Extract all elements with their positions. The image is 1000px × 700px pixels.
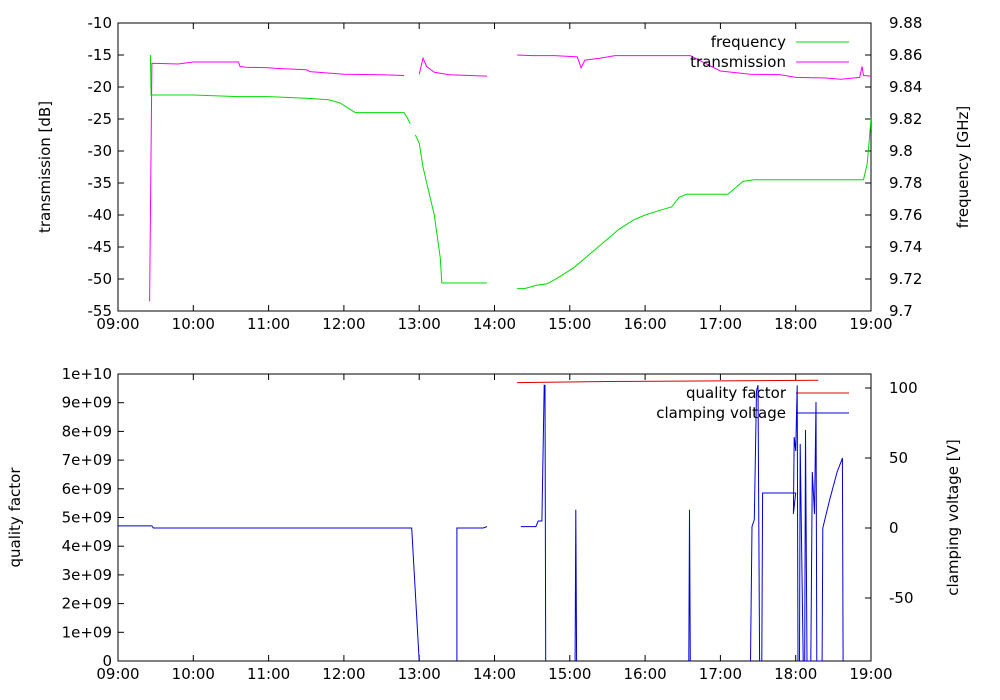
y2-tick-label: 9.74 xyxy=(889,238,922,256)
x-tick-label: 10:00 xyxy=(172,665,215,683)
bottom-chart: 09:00 10:00 11:00 12:00 13:00 14:00 15:00 16:00… xyxy=(6,365,962,683)
series-line-transmission xyxy=(149,61,405,302)
x-tick-label: 10:00 xyxy=(172,315,215,333)
legend-label: clamping voltage xyxy=(656,404,786,422)
y2-tick-label: 9.76 xyxy=(889,206,922,224)
y2-tick-label: 9.72 xyxy=(889,270,922,288)
x-tick-label: 17:00 xyxy=(699,665,742,683)
y-tick-label: 9e+09 xyxy=(62,394,112,412)
legend-label: transmission xyxy=(690,53,786,71)
x-tick-label: 11:00 xyxy=(247,315,290,333)
y-tick-label: 0 xyxy=(102,652,112,670)
y2-tick-label: -50 xyxy=(889,589,914,607)
series-line-clamping-voltage xyxy=(456,526,488,661)
y-tick-label: -55 xyxy=(88,302,113,320)
x-tick-label: 16:00 xyxy=(623,665,666,683)
y-tick-label: -35 xyxy=(88,174,113,192)
y-tick-label: -20 xyxy=(88,78,113,96)
x-tick-label: 15:00 xyxy=(548,665,591,683)
y-tick-label: 8e+09 xyxy=(62,422,112,440)
x-tick-label: 12:00 xyxy=(322,665,365,683)
x-tick-label: 13:00 xyxy=(398,665,441,683)
series-clamping-voltage xyxy=(118,384,844,661)
x-tick-label: 15:00 xyxy=(548,315,591,333)
x-tick-label: 09:00 xyxy=(96,315,139,333)
legend-label: frequency xyxy=(711,33,786,51)
x-tick-label: 19:00 xyxy=(849,665,892,683)
x-tick-label: 14:00 xyxy=(473,665,516,683)
y-tick-label: -30 xyxy=(88,142,113,160)
y-tick-label: 1e+09 xyxy=(62,623,112,641)
y2-tick-label: 9.7 xyxy=(889,302,913,320)
series-transmission xyxy=(149,54,871,302)
series-line-clamping-voltage xyxy=(520,384,547,661)
y-tick-label: 4e+09 xyxy=(62,537,112,555)
y-tick-label: -45 xyxy=(88,238,113,256)
y-tick-label: -40 xyxy=(88,206,113,224)
series-line-quality-factor xyxy=(517,379,819,384)
y-tick-label: -10 xyxy=(88,14,113,32)
x-tick-label: 09:00 xyxy=(96,665,139,683)
y-tick-label: -15 xyxy=(88,46,113,64)
y2-tick-label: 0 xyxy=(889,519,899,537)
series-line-clamping-voltage xyxy=(574,509,578,661)
y2-tick-label: 9.88 xyxy=(889,14,922,32)
y-tick-label: -50 xyxy=(88,270,113,288)
y2-axis-label: clamping voltage [V] xyxy=(944,439,962,595)
y-tick-label: 5e+09 xyxy=(62,509,112,527)
series-line-clamping-voltage xyxy=(688,509,691,661)
x-tick-label: 16:00 xyxy=(623,315,666,333)
y-tick-label: -25 xyxy=(88,110,113,128)
y-tick-label: 7e+09 xyxy=(62,451,112,469)
y-tick-label: 6e+09 xyxy=(62,480,112,498)
y-tick-label: 2e+09 xyxy=(62,595,112,613)
series-line-clamping-voltage xyxy=(750,385,844,661)
x-tick-label: 18:00 xyxy=(774,665,817,683)
series-line-frequency xyxy=(517,114,871,290)
series-line-frequency xyxy=(149,54,411,125)
x-tick-label: 13:00 xyxy=(398,315,441,333)
series-line-transmission xyxy=(517,54,871,80)
y2-tick-label: 50 xyxy=(889,449,908,467)
x-tick-label: 12:00 xyxy=(322,315,365,333)
y2-tick-label: 100 xyxy=(889,379,918,397)
y2-tick-label: 9.86 xyxy=(889,46,922,64)
y2-axis-label: frequency [GHz] xyxy=(954,106,972,228)
x-tick-label: 17:00 xyxy=(699,315,742,333)
series-line-clamping-voltage xyxy=(118,525,420,661)
y-tick-label: 3e+09 xyxy=(62,566,112,584)
top-chart: 09:00 10:00 11:00 12:00 13:00 14:00 15:00 16:00… xyxy=(36,14,972,333)
y-axis-label: transmission [dB] xyxy=(36,101,54,233)
series-line-frequency xyxy=(414,134,487,284)
y2-tick-label: 9.78 xyxy=(889,174,922,192)
x-tick-label: 14:00 xyxy=(473,315,516,333)
series-frequency xyxy=(149,54,871,290)
y-tick-label: 1e+10 xyxy=(62,365,112,383)
legend-label: quality factor xyxy=(686,384,787,402)
series-line-transmission xyxy=(418,56,488,77)
x-tick-label: 19:00 xyxy=(849,315,892,333)
x-tick-label: 18:00 xyxy=(774,315,817,333)
y2-tick-label: 9.8 xyxy=(889,142,913,160)
y-axis-label: quality factor xyxy=(6,467,24,568)
x-tick-label: 11:00 xyxy=(247,665,290,683)
series-quality-factor xyxy=(517,379,819,384)
y2-tick-label: 9.84 xyxy=(889,78,922,96)
y2-tick-label: 9.82 xyxy=(889,110,922,128)
